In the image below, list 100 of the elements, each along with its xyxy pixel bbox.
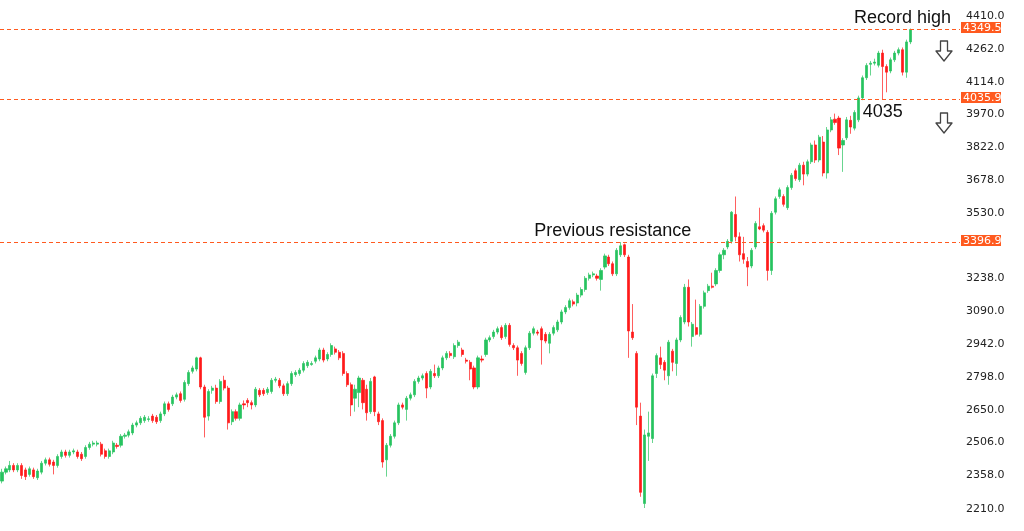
candlestick — [635, 350, 638, 426]
candlestick — [750, 247, 753, 269]
candlestick — [254, 386, 257, 408]
candlestick — [72, 448, 75, 455]
candlestick — [623, 243, 626, 258]
candlestick — [429, 368, 432, 390]
candlestick — [691, 321, 694, 347]
y-tick-label: 2506.0 — [966, 435, 1005, 449]
candlestick — [262, 387, 265, 397]
candlestick — [595, 273, 599, 281]
candlestick — [655, 353, 658, 379]
candlestick — [548, 331, 551, 354]
candlestick — [667, 339, 670, 386]
candlestick — [405, 395, 408, 421]
candlestick — [461, 347, 464, 358]
y-tick-label: 4410.0 — [966, 8, 1005, 22]
candlestick — [171, 394, 174, 407]
candlestick — [540, 326, 543, 365]
y-tick-label: 2942.0 — [966, 337, 1005, 351]
candlestick — [754, 220, 757, 250]
candlestick — [96, 440, 99, 447]
candlestick — [302, 360, 305, 373]
candlestick — [139, 415, 142, 426]
candlestick — [258, 387, 261, 398]
candlestick — [766, 229, 769, 281]
candlestick — [603, 253, 607, 270]
candlestick — [592, 271, 595, 278]
candlestick — [869, 60, 872, 76]
candlestick — [231, 409, 234, 426]
candlestick — [24, 467, 27, 481]
candlestick — [695, 299, 698, 336]
candlestick — [0, 468, 4, 484]
candlestick — [421, 373, 424, 381]
ref-line-label: 3396.9 — [963, 234, 1002, 247]
ref-line-label: 4349.5 — [963, 21, 1002, 34]
candlestick — [516, 345, 519, 377]
candlestick — [802, 161, 805, 186]
candlestick — [687, 279, 690, 327]
candlestick — [119, 433, 123, 448]
candlestick — [112, 440, 115, 455]
candlestick — [147, 415, 150, 423]
candlestick — [52, 459, 55, 475]
annotation: Previous resistance — [534, 220, 692, 242]
candlestick — [508, 322, 511, 347]
candlestick — [453, 342, 456, 360]
candlestick — [492, 329, 495, 340]
candlestick — [572, 299, 575, 307]
candlestick — [322, 347, 325, 363]
candlestick — [250, 400, 253, 410]
candlestick — [770, 210, 773, 276]
candlestick — [76, 449, 79, 460]
y-tick-label: 2650.0 — [966, 402, 1005, 416]
candlestick — [115, 442, 119, 449]
candlestick — [877, 50, 880, 68]
y-tick-label: 3678.0 — [966, 172, 1005, 186]
candlestick — [369, 377, 372, 415]
candlestick — [306, 359, 309, 369]
candlestick — [32, 467, 35, 480]
candlestick — [310, 360, 313, 367]
candlestick — [496, 326, 499, 335]
candlestick — [330, 342, 333, 358]
candlestick — [742, 236, 745, 265]
candlestick — [215, 384, 218, 405]
candlestick — [64, 449, 67, 458]
candlestick — [599, 267, 603, 291]
annotation: 4035 — [862, 101, 903, 123]
candlestick — [822, 135, 825, 177]
candlestick — [449, 350, 452, 359]
candlestick — [568, 298, 571, 311]
y-tick-label: 3970.0 — [966, 107, 1005, 121]
ref-line-label: 4035.9 — [963, 91, 1002, 104]
candlestick — [373, 375, 376, 417]
candlestick — [246, 397, 249, 408]
candlestick — [234, 409, 238, 421]
candlestick — [68, 449, 71, 458]
candlestick — [671, 348, 674, 372]
candlestick — [151, 413, 154, 424]
candlestick — [484, 337, 488, 358]
candlestick — [401, 402, 404, 410]
candlestick — [881, 49, 884, 100]
candlestick — [155, 414, 158, 425]
candlestick — [639, 402, 642, 498]
candlestick — [837, 115, 841, 156]
y-tick-label: 2358.0 — [966, 468, 1005, 482]
candlestick — [167, 401, 170, 412]
candlestick — [798, 162, 801, 183]
candlestick — [270, 377, 273, 395]
candlestick — [80, 451, 83, 462]
y-tick-label: 2798.0 — [966, 369, 1005, 383]
y-tick-label: 3238.0 — [966, 271, 1005, 285]
candlestick — [242, 400, 246, 410]
candlestick — [627, 254, 630, 359]
candlestick — [143, 414, 146, 424]
candlestick — [845, 116, 848, 141]
candlestick — [476, 355, 480, 390]
candlestick — [195, 356, 198, 372]
candlestick — [28, 466, 31, 477]
candlestick — [500, 325, 503, 341]
candlestick — [357, 375, 361, 408]
candlestick — [12, 462, 15, 473]
